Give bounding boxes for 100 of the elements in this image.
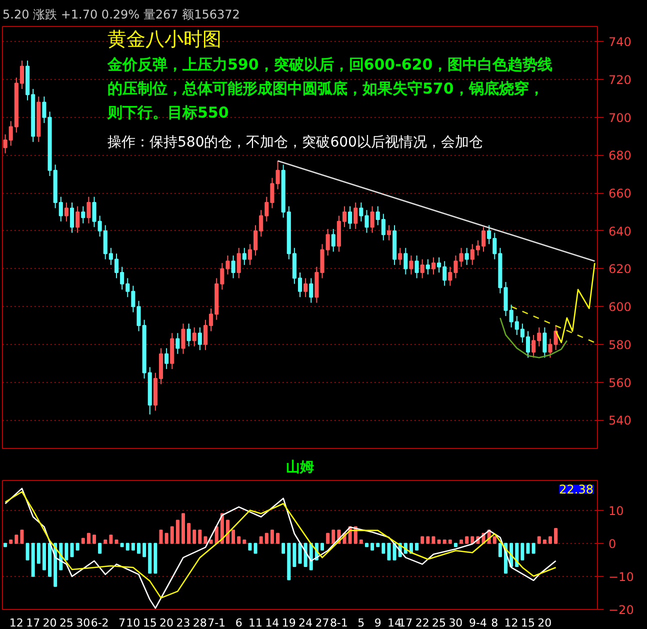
x-tick-label: 9-4 [468,616,487,629]
bar [64,542,68,560]
x-tick-label: 20 [160,616,174,629]
x-tick-label: 22 [415,616,430,629]
bar [114,540,118,544]
y-tick-label: 740 [608,35,632,50]
bar [282,542,286,554]
text: 金价反弹，上压力590，突破以后，回600-620，图中白色趋势线的压制位，总体可能形成图中圆弧底，如果失守570，锅底烧穿，则下行。目标550 [106,56,553,122]
bar [81,538,85,544]
bar [20,530,24,544]
bar [270,530,274,544]
bar [26,542,30,560]
bar [204,536,208,544]
bar [176,520,180,544]
bar [460,540,464,544]
bar [415,542,419,550]
bar [192,530,196,544]
x-tick-label: 12 [504,616,518,629]
bar [532,542,536,554]
candlestick [304,278,308,298]
y-tick-label: 720 [608,72,632,87]
bar [548,536,552,544]
bar [276,532,280,544]
bar [14,534,18,544]
bar [320,542,324,550]
bar [437,540,441,544]
bar [226,520,230,544]
y-tick-label: 560 [608,376,632,390]
line-series [555,262,596,344]
candlestick [198,326,202,351]
line-series [500,317,568,358]
bar [9,540,13,544]
bar [465,536,469,544]
bar [148,542,152,574]
candlestick [398,247,402,266]
x-tick-label: 27 [315,616,330,629]
bar [142,542,146,558]
bar [492,536,496,544]
bar [454,542,458,548]
bar [70,542,74,558]
candlestick [331,228,336,252]
bar [92,534,96,544]
bar [298,542,302,564]
bar [120,542,124,548]
y-tick-label: 580 [608,338,632,352]
x-tick-label: 30 [448,616,463,629]
bar [442,540,446,544]
x-tick-label: 14 [265,616,280,629]
bar [470,536,474,544]
y-tick-label: 10 [608,504,624,518]
y-tick-label: 0 [608,536,616,551]
bar [370,542,374,550]
bar [498,542,502,558]
bar [420,536,424,544]
bar [76,542,80,550]
candlestick [76,206,80,234]
candlestick [431,256,436,275]
bar [42,542,46,570]
x-tick-label: 12 [9,616,24,629]
bar [248,542,252,550]
y-tick-label: 600 [608,300,632,314]
bar [287,542,291,580]
bar [131,542,135,550]
bar [104,540,108,544]
candlestick [236,247,241,279]
bar [48,542,52,577]
x-tick-label: 30 [76,616,90,629]
candlestick [420,258,424,279]
candlestick [192,326,196,347]
bar [520,542,524,560]
x-tick-label: 28 [192,616,207,629]
candlestick [542,326,547,358]
y-tick-label: 700 [608,110,632,125]
candlestick [176,332,180,354]
candlestick [309,278,314,304]
x-tick-label: 23 [176,616,190,629]
candlestick [404,247,408,275]
bar [359,540,363,544]
x-tick-label: 8 [491,616,498,629]
bar [554,528,558,544]
bar [109,534,113,544]
annotation: 操作：保持580的仓，不加仓，突破600以后视情况，会加仓 [108,134,483,150]
bar [198,530,202,544]
candlestick [354,202,358,230]
x-tick-label: 10 [126,616,140,629]
y-tick-label: −20 [608,603,634,617]
bar [136,542,140,554]
bar [332,530,336,544]
x-tick-label: 15 [142,616,157,629]
y-tick-label: 660 [608,186,632,201]
x-tick-label: 5 [358,616,365,629]
x-tick-label: 8-1 [330,616,348,629]
candlestick [386,224,391,241]
candlestick [231,254,236,279]
y-tick-label: 680 [608,148,632,163]
bar [259,536,263,544]
candlestick [464,247,469,266]
bar [159,530,163,544]
annotation: 22.38 [559,482,594,496]
bar [242,540,246,544]
